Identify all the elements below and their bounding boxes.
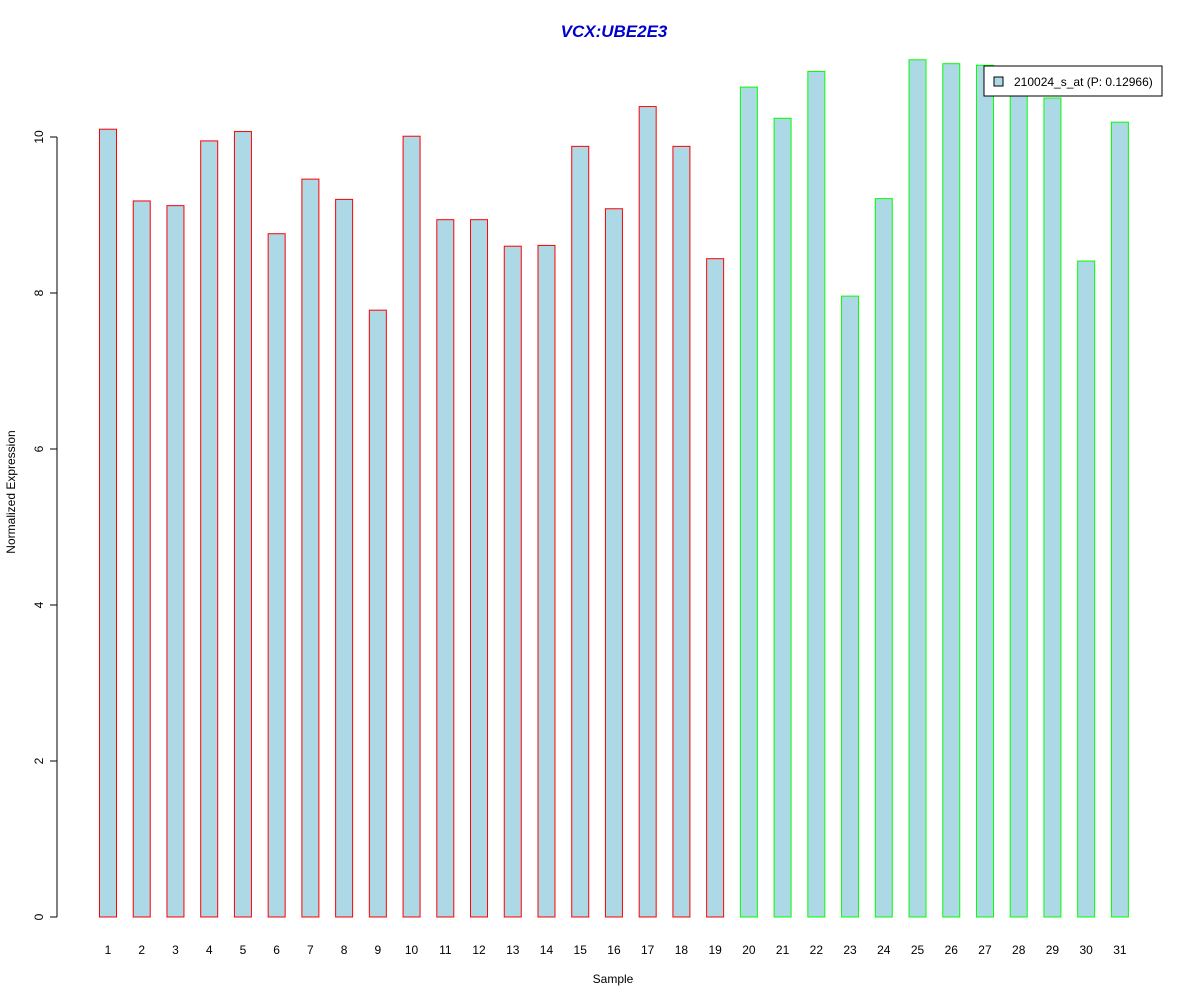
legend-box [983,65,1163,97]
x-tick-label: 5 [240,943,247,957]
bar-series [99,59,1129,918]
x-tick-label: 3 [172,943,179,957]
bar-sample-31 [1110,121,1129,918]
x-tick-label: 1 [105,943,112,957]
x-axis-ticks: 1 2 3 4 5 6 7 8 9 10 11 12 13 14 15 16 17 18 19 20 21 22 23 24 2… [105,943,1127,957]
bar-sample-12 [470,219,489,918]
y-tick-label: 4 [32,601,46,608]
x-tick-label: 28 [1012,943,1026,957]
y-tick-label: 10 [32,130,46,144]
x-tick-label: 13 [506,943,520,957]
chart-title: VCX:UBE2E3 [561,22,668,41]
legend-swatch [993,76,1004,87]
x-tick-label: 9 [374,943,381,957]
bar-sample-11 [436,219,455,918]
y-tick-label: 2 [32,757,46,764]
bar-sample-18 [672,145,691,918]
x-tick-label: 25 [911,943,925,957]
bar-sample-14 [537,244,556,918]
x-tick-label: 11 [439,943,452,957]
bar-sample-1 [99,128,117,918]
y-tick-label: 8 [32,289,46,296]
bar-sample-13 [503,245,522,918]
x-tick-label: 29 [1046,943,1060,957]
bar-sample-17 [638,106,657,918]
y-axis-label: Normalized Expression [4,430,18,553]
x-tick-label: 31 [1113,943,1127,957]
bar-sample-21 [773,117,792,918]
bar-sample-8 [335,198,354,918]
bar-sample-20 [739,86,758,918]
bar-sample-26 [942,63,961,918]
x-tick-label: 14 [540,943,554,957]
bar-sample-25 [908,59,927,918]
x-tick-label: 30 [1079,943,1093,957]
x-tick-label: 2 [138,943,145,957]
bar-sample-10 [402,135,421,918]
x-tick-label: 20 [742,943,756,957]
x-tick-label: 22 [810,943,824,957]
x-tick-label: 23 [843,943,857,957]
x-tick-label: 17 [641,943,655,957]
x-tick-label: 26 [945,943,959,957]
x-tick-label: 8 [341,943,348,957]
x-tick-label: 21 [776,943,790,957]
bar-sample-4 [200,140,219,918]
bar-sample-9 [368,309,387,918]
x-axis-label: Sample [593,972,634,986]
bar-sample-23 [841,295,860,918]
bar-sample-5 [233,131,252,918]
x-tick-label: 16 [607,943,621,957]
x-tick-label: 12 [472,943,486,957]
x-tick-label: 15 [574,943,588,957]
x-tick-label: 4 [206,943,213,957]
legend-label: 210024_s_at (P: 0.12966) [1014,75,1153,89]
bar-sample-3 [166,205,185,918]
x-tick-label: 27 [978,943,992,957]
bar-sample-19 [706,258,725,918]
y-tick-label: 0 [32,913,46,920]
bar-sample-22 [807,70,826,918]
y-tick-label: 6 [32,445,46,452]
bar-sample-24 [874,198,893,918]
x-tick-label: 7 [307,943,314,957]
x-tick-label: 19 [708,943,722,957]
bar-sample-2 [132,200,151,918]
bar-sample-16 [604,208,623,918]
bar-sample-27 [975,64,994,918]
x-tick-label: 24 [877,943,891,957]
bar-sample-6 [267,233,286,918]
y-axis: 0 2 4 6 8 10 [32,130,58,920]
x-tick-label: 6 [273,943,280,957]
x-tick-label: 18 [675,943,689,957]
x-tick-label: 10 [405,943,419,957]
bar-sample-30 [1077,260,1096,918]
bar-sample-29 [1043,97,1062,918]
bar-sample-28 [1009,91,1028,918]
legend: 210024_s_at (P: 0.12966) [983,65,1163,97]
bar-sample-15 [571,145,590,918]
bar-sample-7 [301,178,320,918]
